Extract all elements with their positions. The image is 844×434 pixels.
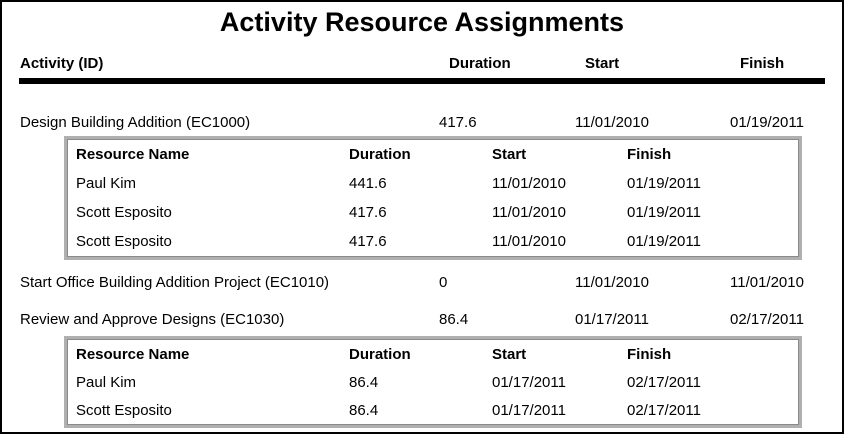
resource-finish: 01/19/2011 <box>627 233 701 250</box>
header-divider <box>19 78 825 84</box>
resource-name: Paul Kim <box>76 373 137 391</box>
resource-name: Scott Esposito <box>76 204 172 221</box>
activity-duration: 0 <box>439 274 448 291</box>
resource-duration: 441.6 <box>349 175 387 192</box>
resource-duration: 86.4 <box>349 373 379 391</box>
resource-column-header-finish: Finish <box>627 146 672 163</box>
resource-start: 01/17/2011 <box>492 373 566 391</box>
resource-row: Paul Kim 86.4 01/17/2011 02/17/2011 <box>67 368 799 396</box>
resource-column-header-duration: Duration <box>349 345 411 363</box>
resource-finish: 01/19/2011 <box>627 204 701 221</box>
activity-start: 11/01/2010 <box>575 114 649 131</box>
activity-name: Design Building Addition (EC1000) <box>20 114 251 131</box>
resource-finish: 02/17/2011 <box>627 401 701 419</box>
resource-column-header-start: Start <box>492 345 527 363</box>
activity-start: 11/01/2010 <box>575 274 649 291</box>
resource-start: 01/17/2011 <box>492 401 566 419</box>
report-column-headers: Activity (ID) Duration Start Finish <box>2 54 842 74</box>
resource-table-header: Resource Name Duration Start Finish <box>67 140 799 169</box>
resource-column-header-duration: Duration <box>349 146 411 163</box>
resource-column-header-name: Resource Name <box>76 146 190 163</box>
resource-table-header: Resource Name Duration Start Finish <box>67 340 799 368</box>
resource-duration: 417.6 <box>349 233 387 250</box>
resource-start: 11/01/2010 <box>492 204 566 221</box>
resource-start: 11/01/2010 <box>492 233 566 250</box>
resource-finish: 02/17/2011 <box>627 373 701 391</box>
activity-finish: 11/01/2010 <box>730 274 804 291</box>
resource-column-header-start: Start <box>492 146 527 163</box>
resource-name: Scott Esposito <box>76 233 172 250</box>
resource-duration: 86.4 <box>349 401 379 419</box>
resource-row: Scott Esposito 417.6 11/01/2010 01/19/20… <box>67 227 799 256</box>
column-header-start: Start <box>585 55 620 72</box>
activity-row: Start Office Building Addition Project (… <box>2 273 842 293</box>
activity-duration: 86.4 <box>439 311 469 328</box>
resource-row: Paul Kim 441.6 11/01/2010 01/19/2011 <box>67 169 799 198</box>
resource-column-header-finish: Finish <box>627 345 672 363</box>
activity-name: Start Office Building Addition Project (… <box>20 274 330 291</box>
resource-row: Scott Esposito 417.6 11/01/2010 01/19/20… <box>67 198 799 227</box>
report-title: Activity Resource Assignments <box>219 7 625 37</box>
column-header-finish: Finish <box>740 55 785 72</box>
column-header-activity: Activity (ID) <box>20 55 104 72</box>
activity-finish: 01/19/2011 <box>730 114 804 131</box>
activity-start: 01/17/2011 <box>575 311 649 328</box>
activity-name: Review and Approve Designs (EC1030) <box>20 311 285 328</box>
activity-row: Design Building Addition (EC1000) 417.6 … <box>2 113 842 133</box>
resource-table: Resource Name Duration Start Finish Paul… <box>64 136 802 260</box>
resource-start: 11/01/2010 <box>492 175 566 192</box>
resource-column-header-name: Resource Name <box>76 345 190 363</box>
resource-row: Scott Esposito 86.4 01/17/2011 02/17/201… <box>67 396 799 424</box>
activity-duration: 417.6 <box>439 114 477 131</box>
resource-finish: 01/19/2011 <box>627 175 701 192</box>
resource-duration: 417.6 <box>349 204 387 221</box>
column-header-duration: Duration <box>449 55 511 72</box>
activity-row: Review and Approve Designs (EC1030) 86.4… <box>2 310 842 330</box>
activity-finish: 02/17/2011 <box>730 311 804 328</box>
resource-name: Paul Kim <box>76 175 137 192</box>
resource-table: Resource Name Duration Start Finish Paul… <box>64 336 802 428</box>
resource-name: Scott Esposito <box>76 401 172 419</box>
